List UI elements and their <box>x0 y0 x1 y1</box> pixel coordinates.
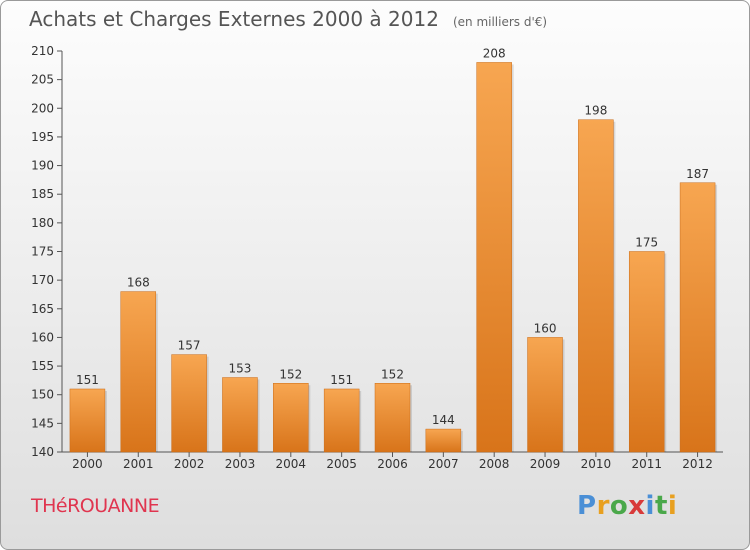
logo-letter: t <box>654 491 668 521</box>
value-label-2012: 187 <box>686 167 709 181</box>
y-tick-label: 195 <box>31 130 54 144</box>
value-label-2010: 198 <box>584 104 607 118</box>
bar-2000 <box>69 388 106 453</box>
x-tick-label-2002: 2002 <box>174 457 205 471</box>
x-tick-label-2009: 2009 <box>530 457 561 471</box>
value-label-2006: 152 <box>381 367 404 381</box>
logo-letter: x <box>628 491 646 521</box>
chart-value-labels: 151 168 157 153 152 151 152 144 208 160 198 175 187 <box>76 46 709 427</box>
value-label-2003: 153 <box>229 362 252 376</box>
chart-bars <box>69 62 718 453</box>
logo-letter: i <box>667 491 678 521</box>
chart-title-text: Achats et Charges Externes 2000 à 2012 <box>29 7 439 31</box>
proxiti-logo: Proxiti <box>577 491 677 521</box>
bar-2007 <box>425 428 462 453</box>
y-tick-label: 185 <box>31 187 54 201</box>
x-tick-label-2010: 2010 <box>581 457 612 471</box>
value-label-2001: 168 <box>127 276 150 290</box>
bar-2009 <box>527 337 563 453</box>
y-tick-label: 180 <box>31 216 54 230</box>
chart-title: Achats et Charges Externes 2000 à 2012 (e… <box>29 7 547 31</box>
x-tick-label-2008: 2008 <box>479 457 510 471</box>
y-tick-label: 170 <box>31 273 54 287</box>
bar-2006 <box>374 383 411 453</box>
x-tick-label-2011: 2011 <box>631 457 662 471</box>
y-tick-label: 150 <box>31 388 54 402</box>
value-label-2002: 157 <box>178 339 201 353</box>
x-tick-label-2006: 2006 <box>377 457 408 471</box>
x-tick-label-2000: 2000 <box>72 457 103 471</box>
x-tick-label-2004: 2004 <box>276 457 307 471</box>
y-tick-label: 190 <box>31 159 54 173</box>
city-name: THéROUANNE <box>31 495 160 517</box>
bar-2008 <box>476 62 512 453</box>
bar-2002 <box>171 354 207 453</box>
value-label-2011: 175 <box>635 236 658 250</box>
bar-2010 <box>578 119 614 453</box>
value-label-2000: 151 <box>76 373 99 387</box>
y-tick-label: 155 <box>31 359 54 373</box>
x-tick-label-2007: 2007 <box>428 457 459 471</box>
value-label-2004: 152 <box>279 367 302 381</box>
y-tick-label: 140 <box>31 445 54 459</box>
logo-letter: r <box>596 491 610 521</box>
value-label-2005: 151 <box>330 373 353 387</box>
logo-letter: P <box>577 491 597 521</box>
y-tick-label: 210 <box>31 44 54 58</box>
logo-letter: o <box>609 491 629 521</box>
logo-letter: i <box>645 491 655 521</box>
bar-2003 <box>222 377 258 453</box>
y-tick-label: 145 <box>31 416 54 430</box>
x-tick-label-2012: 2012 <box>682 457 713 471</box>
y-tick-label: 160 <box>31 330 54 344</box>
value-label-2008: 208 <box>483 46 506 60</box>
chart-subtitle: (en milliers d'€) <box>452 15 548 29</box>
bar-2004 <box>273 383 309 453</box>
bar-2001 <box>120 291 157 453</box>
y-tick-label: 200 <box>31 101 54 115</box>
value-label-2007: 144 <box>432 413 455 427</box>
x-tick-label-2001: 2001 <box>123 457 154 471</box>
bar-2012 <box>679 182 716 453</box>
value-label-2009: 160 <box>534 321 557 335</box>
bar-2011 <box>628 251 665 453</box>
chart-axes: 1401451501551601651701751801851901952002… <box>31 44 723 471</box>
y-tick-label: 175 <box>31 245 54 259</box>
y-tick-label: 165 <box>31 302 54 316</box>
x-tick-label-2005: 2005 <box>326 457 357 471</box>
x-tick-label-2003: 2003 <box>225 457 256 471</box>
bar-2005 <box>323 388 360 453</box>
y-tick-label: 205 <box>31 73 54 87</box>
